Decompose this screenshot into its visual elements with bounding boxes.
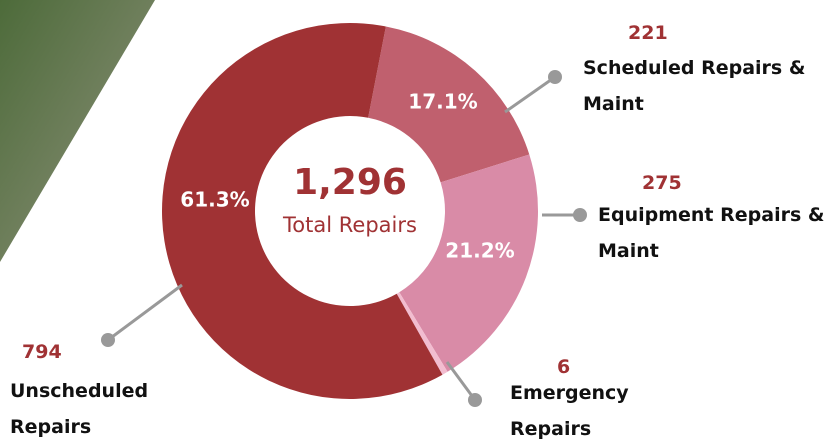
count-label: 794 (22, 341, 62, 363)
percent-label: 17.1% (408, 90, 477, 114)
background-photo (0, 0, 155, 262)
count-label: 275 (642, 172, 682, 194)
category-label: Scheduled Repairs & Maint (583, 57, 806, 115)
percent-label: 61.3% (180, 188, 249, 212)
leader-line (445, 361, 477, 401)
count-label: 221 (628, 22, 668, 44)
category-label: Equipment Repairs & Maint (598, 204, 825, 262)
donut-slice (368, 26, 530, 183)
leader-dot (468, 393, 482, 407)
center-label: Total Repairs (282, 213, 417, 237)
donut-slice (161, 22, 443, 399)
category-label: Emergency Repairs (510, 382, 629, 440)
donut-slice (399, 154, 538, 372)
leader-dot (573, 208, 587, 222)
leader-line (107, 283, 183, 342)
leader-dot (548, 70, 562, 84)
donut-slice (396, 292, 448, 375)
count-label: 6 (557, 356, 571, 378)
leader-dot (101, 333, 115, 347)
center-value: 1,296 (293, 162, 407, 203)
category-label: Unscheduled Repairs (10, 380, 149, 438)
percent-label: 21.2% (445, 239, 514, 263)
leader-line (504, 75, 556, 114)
